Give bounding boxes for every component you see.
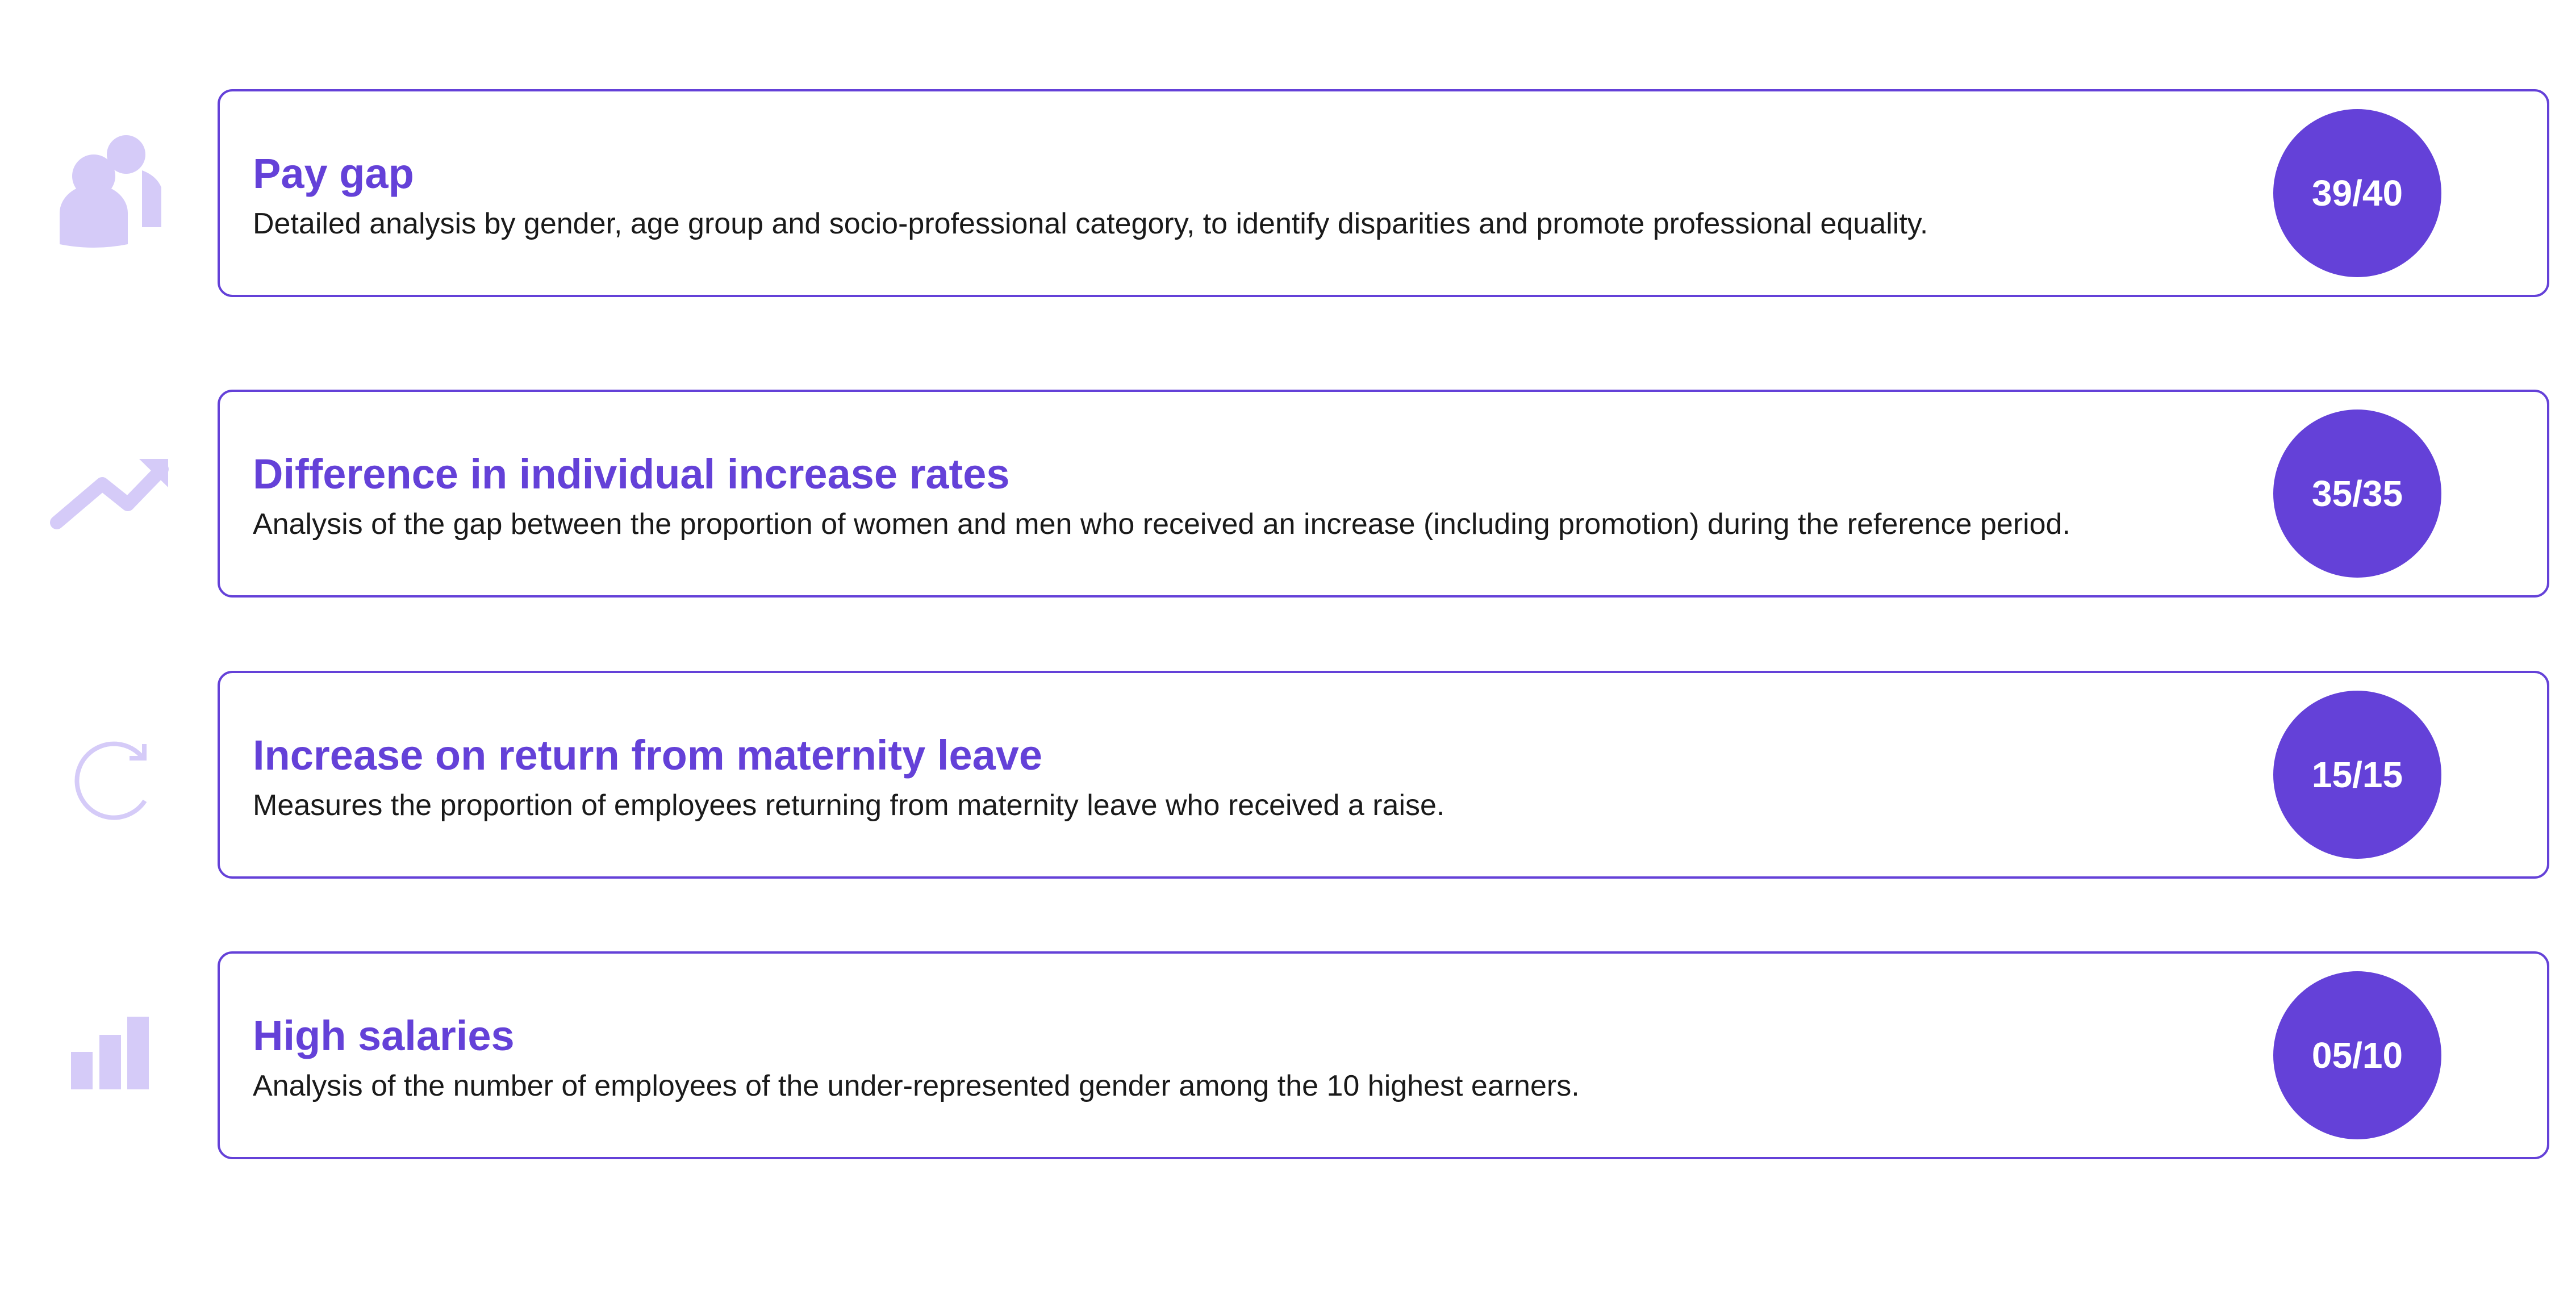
card xyxy=(218,390,2549,598)
score-badge xyxy=(2273,971,2441,1139)
card-title: High salaries xyxy=(253,1012,515,1059)
score: 39/40 xyxy=(2312,173,2403,214)
refresh-icon xyxy=(74,741,147,820)
card-title: Increase on return from maternity leave xyxy=(253,732,1042,779)
score: 15/15 xyxy=(2312,754,2403,795)
card xyxy=(218,951,2549,1159)
bar-chart-icon xyxy=(71,1017,149,1089)
card-title: Pay gap xyxy=(253,150,414,197)
card-description: Analysis of the number of employees of t… xyxy=(253,1069,1580,1102)
score-badge xyxy=(2273,691,2441,859)
score: 05/10 xyxy=(2312,1035,2403,1076)
score-badge xyxy=(2273,109,2441,277)
card-description: Measures the proportion of employees ret… xyxy=(253,789,1444,822)
score: 35/35 xyxy=(2312,473,2403,514)
score-badge xyxy=(2273,410,2441,578)
card xyxy=(218,671,2549,879)
card-description: Detailed analysis by gender, age group a… xyxy=(253,207,1928,240)
card xyxy=(218,89,2549,297)
trend-icon xyxy=(50,459,169,529)
people-icon xyxy=(60,135,161,248)
card-description: Analysis of the gap between the proporti… xyxy=(253,508,2070,541)
card-title: Difference in individual increase rates xyxy=(253,450,1010,498)
